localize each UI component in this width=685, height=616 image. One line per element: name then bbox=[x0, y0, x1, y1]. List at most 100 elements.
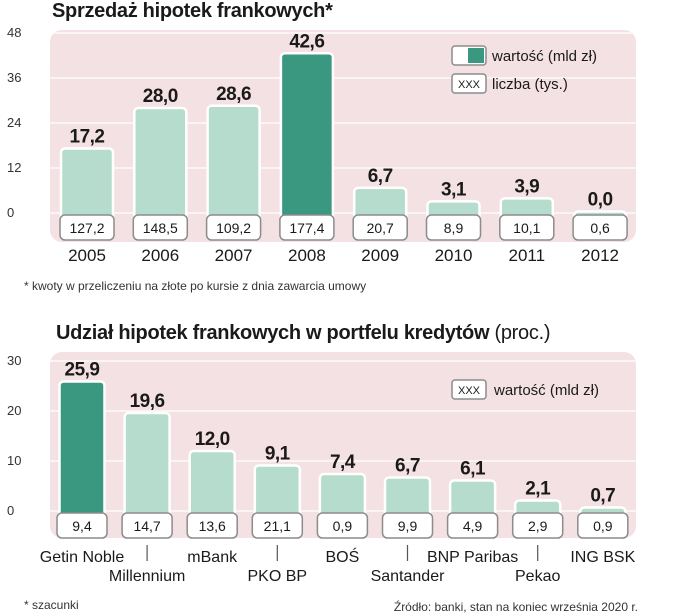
chart1-legend-count-label: liczba (tys.) bbox=[492, 76, 568, 93]
chart2-category-label: Santander bbox=[371, 568, 446, 585]
chart1-value-label: 6,7 bbox=[368, 166, 393, 187]
chart2-category-label: PKO BP bbox=[248, 568, 308, 585]
chart1-bar bbox=[59, 147, 115, 225]
chart2-footnote: * szacunki bbox=[24, 598, 79, 612]
chart1-category-label: 2010 bbox=[435, 246, 473, 265]
chart2-count-box bbox=[446, 512, 499, 539]
chart1-count-label: 109,2 bbox=[216, 220, 251, 236]
chart1-category-label: 2011 bbox=[509, 246, 546, 265]
chart1-ytick-label: 24 bbox=[7, 115, 21, 130]
chart1-legend-count-swatch-text: XXX bbox=[458, 79, 481, 91]
chart2-legend-swatch bbox=[451, 379, 487, 400]
chart1-value-label: 42,6 bbox=[289, 31, 324, 52]
chart2-count-label: 13,6 bbox=[199, 518, 226, 534]
chart1-count-box bbox=[205, 214, 262, 241]
chart2-ytick-label: 10 bbox=[7, 453, 21, 468]
chart2-ytick-label: 30 bbox=[7, 353, 21, 368]
chart2-count-label: 14,7 bbox=[133, 518, 160, 534]
chart1-legend-count-swatch bbox=[451, 73, 487, 94]
chart1-legend-value-swatch-dark bbox=[468, 48, 484, 63]
chart2-value-label: 19,6 bbox=[130, 391, 165, 412]
chart1-category-label: 2006 bbox=[141, 246, 179, 265]
chart1-category-label: 2007 bbox=[215, 246, 253, 265]
chart1-value-label: 0,0 bbox=[588, 190, 613, 211]
chart2-ytick-label: 0 bbox=[7, 503, 14, 518]
chart2-bar bbox=[123, 411, 171, 523]
chart1-count-box bbox=[572, 214, 628, 241]
chart2-count-label: 21,1 bbox=[264, 518, 291, 534]
chart1-value-label: 3,9 bbox=[514, 176, 539, 197]
chart1-count-label: 10,1 bbox=[513, 220, 540, 236]
chart2-category-label: BOŚ bbox=[326, 547, 360, 566]
chart1-count-label: 20,7 bbox=[367, 220, 394, 236]
chart1-count-box bbox=[425, 214, 482, 241]
chart1-bar bbox=[279, 52, 335, 225]
chart1-category-label: 2008 bbox=[288, 246, 326, 265]
chart2-value-label: 7,4 bbox=[330, 452, 356, 473]
chart2-category-label: Pekao bbox=[515, 568, 560, 585]
chart2-legend-swatch-text: XXX bbox=[458, 385, 481, 397]
chart2-value-label: 9,1 bbox=[265, 444, 291, 465]
chart1-bar bbox=[206, 104, 261, 225]
chart2-count-box bbox=[511, 512, 564, 539]
chart1-bar bbox=[133, 106, 188, 225]
chart1-title: Sprzedaż hipotek frankowych* bbox=[52, 0, 333, 22]
chart1-legend-value-label: wartość (mld zł) bbox=[491, 48, 597, 65]
chart2-count-label: 4,9 bbox=[463, 518, 483, 534]
chart1-value-label: 17,2 bbox=[70, 127, 105, 148]
chart2-count-box bbox=[56, 512, 108, 539]
chart2-ytick-label: 20 bbox=[7, 403, 21, 418]
chart1-category-label: 2012 bbox=[581, 246, 619, 265]
chart1-count-label: 127,2 bbox=[69, 220, 104, 236]
chart2-count-label: 2,9 bbox=[528, 518, 548, 534]
chart2-count-box bbox=[251, 512, 304, 539]
chart2-title: Udział hipotek frankowych w portfelu kre… bbox=[56, 322, 550, 345]
chart2-category-label: Millennium bbox=[109, 568, 185, 585]
chart2-svg: 30 20 10 0 25,9 9,4 Getin Noble 19,6 14,7 Millenn… bbox=[7, 352, 636, 585]
chart1-plot-panel bbox=[50, 30, 636, 242]
chart1-count-box bbox=[499, 214, 555, 241]
chart2-title-unit: (proc.) bbox=[494, 322, 551, 344]
chart2-bar bbox=[188, 449, 236, 523]
chart1-ytick-label: 48 bbox=[7, 25, 21, 40]
chart1-count-box bbox=[279, 214, 335, 241]
chart2-count-box bbox=[121, 512, 173, 539]
chart2-bar bbox=[58, 380, 106, 523]
chart2-value-label: 12,0 bbox=[195, 429, 230, 450]
chart1-count-box bbox=[132, 214, 189, 241]
chart1-count-box bbox=[352, 214, 408, 241]
chart1-value-label: 28,0 bbox=[143, 86, 178, 107]
chart2-category-label: BNP Paribas bbox=[427, 549, 518, 566]
chart2-count-box bbox=[316, 512, 369, 539]
chart2-category-label: Getin Noble bbox=[40, 549, 125, 566]
chart2-count-label: 9,4 bbox=[72, 518, 92, 534]
chart1-svg: 48 36 24 12 0 17,2 127,2 2005 28,0 148,5 2006 28,6 1… bbox=[7, 25, 636, 265]
chart2-count-label: 9,9 bbox=[398, 518, 418, 534]
chart1-count-label: 177,4 bbox=[289, 220, 324, 236]
chart1-ytick-label: 0 bbox=[7, 205, 14, 220]
chart2-value-label: 0,7 bbox=[590, 486, 615, 507]
chart1-category-label: 2009 bbox=[361, 246, 399, 265]
chart2-value-label: 2,1 bbox=[525, 479, 551, 500]
chart2-count-box bbox=[577, 512, 629, 539]
chart1-footnote: * kwoty w przeliczeniu na złote po kursi… bbox=[24, 279, 367, 293]
chart2-value-label: 6,7 bbox=[395, 456, 420, 477]
chart2-count-box bbox=[186, 512, 238, 539]
chart1-count-label: 148,5 bbox=[143, 220, 178, 236]
chart1-value-label: 3,1 bbox=[441, 179, 467, 200]
chart1-category-label: 2005 bbox=[68, 246, 106, 265]
source-note: Źródło: banki, stan na koniec września 2… bbox=[393, 600, 638, 614]
chart2-category-label: mBank bbox=[187, 549, 238, 566]
chart2-count-label: 0,9 bbox=[593, 518, 613, 534]
chart1-ytick-label: 36 bbox=[7, 70, 21, 85]
chart1-value-label: 28,6 bbox=[216, 84, 251, 105]
chart1-count-box bbox=[59, 214, 115, 241]
chart1-count-label: 8,9 bbox=[444, 220, 464, 236]
chart2-count-box bbox=[381, 512, 434, 539]
chart2-count-label: 0,9 bbox=[333, 518, 353, 534]
chart2-value-label: 6,1 bbox=[460, 459, 486, 480]
chart2-title-text: Udział hipotek frankowych w portfelu kre… bbox=[56, 322, 490, 344]
chart2-value-label: 25,9 bbox=[65, 360, 100, 381]
chart2-category-label: ING BSK bbox=[570, 549, 635, 566]
chart1-ytick-label: 12 bbox=[7, 160, 21, 175]
